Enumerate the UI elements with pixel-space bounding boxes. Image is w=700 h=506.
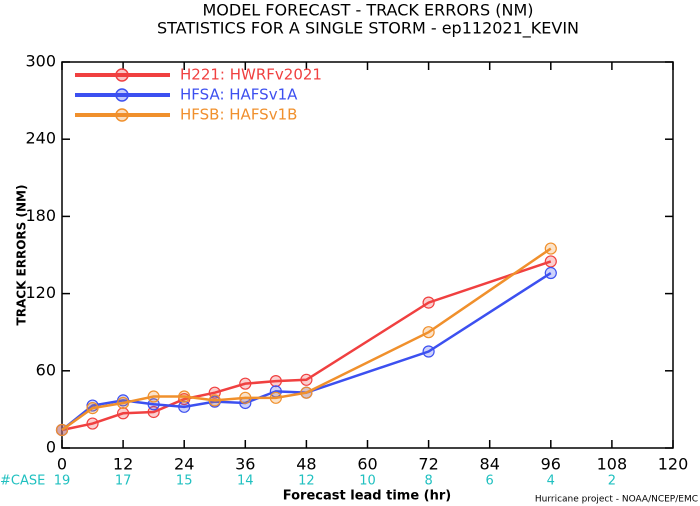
case-count: 19 — [54, 474, 71, 489]
x-tick-label: 108 — [597, 455, 628, 474]
legend-marker — [115, 68, 129, 82]
marker — [300, 386, 313, 399]
legend-label: H221: HWRFv2021 — [180, 66, 322, 84]
y-axis-label: TRACK ERRORS (NM) — [15, 185, 29, 326]
x-tick-label: 96 — [541, 455, 561, 474]
marker — [178, 390, 191, 403]
chart-subtitle: STATISTICS FOR A SINGLE STORM - ep112021… — [157, 19, 579, 39]
y-tick-label: 300 — [25, 52, 56, 71]
legend-label: HFSB: HAFSv1B — [180, 106, 297, 124]
plot-frame — [61, 61, 674, 449]
marker — [86, 402, 99, 415]
marker — [239, 377, 252, 390]
x-tick-label: 36 — [235, 455, 255, 474]
marker — [116, 396, 130, 410]
marker — [544, 242, 557, 255]
marker — [422, 345, 435, 358]
case-count: 4 — [547, 474, 555, 489]
marker — [269, 391, 282, 404]
legend-marker — [115, 88, 129, 102]
marker — [55, 423, 69, 437]
series-line — [61, 271, 552, 431]
marker — [422, 296, 435, 309]
x-axis-label: Forecast lead time (hr) — [283, 489, 451, 504]
marker — [544, 266, 557, 280]
marker — [178, 400, 191, 413]
chart-title: MODEL FORECAST - TRACK ERRORS (NM) — [202, 1, 533, 20]
marker — [116, 407, 130, 420]
case-count: 15 — [176, 474, 193, 489]
legend-marker — [115, 108, 129, 122]
marker — [239, 391, 252, 404]
case-label: #CASE — [0, 474, 45, 489]
marker — [208, 394, 221, 407]
x-tick-label: 84 — [480, 455, 500, 474]
case-count: 14 — [237, 474, 254, 489]
case-count: 8 — [424, 474, 432, 489]
case-count: 12 — [298, 474, 315, 489]
series-line — [61, 247, 552, 432]
x-tick-label: 120 — [658, 455, 689, 474]
x-tick-label: 24 — [174, 455, 194, 474]
marker — [300, 373, 313, 386]
case-count: 17 — [115, 474, 132, 489]
legend-label: HFSA: HAFSv1A — [180, 86, 298, 104]
footer: Hurricane project - NOAA/NCEP/EMC — [535, 495, 698, 505]
y-tick-label: 180 — [25, 206, 56, 225]
x-tick-label: 60 — [357, 455, 377, 474]
x-tick-label: 0 — [57, 455, 67, 474]
case-count: 6 — [486, 474, 494, 489]
marker — [86, 417, 99, 430]
x-tick-label: 12 — [113, 455, 133, 474]
marker — [422, 326, 435, 339]
y-tick-label: 240 — [25, 129, 56, 148]
x-tick-label: 48 — [296, 455, 316, 474]
x-tick-label: 72 — [418, 455, 438, 474]
case-count: 10 — [359, 474, 376, 489]
marker — [544, 255, 557, 268]
marker — [147, 390, 160, 403]
marker — [269, 374, 282, 388]
y-tick-label: 120 — [25, 283, 56, 302]
y-tick-label: 0 — [46, 438, 56, 457]
y-tick-label: 60 — [36, 360, 56, 379]
series-line — [61, 260, 552, 432]
case-count: 2 — [608, 474, 616, 489]
